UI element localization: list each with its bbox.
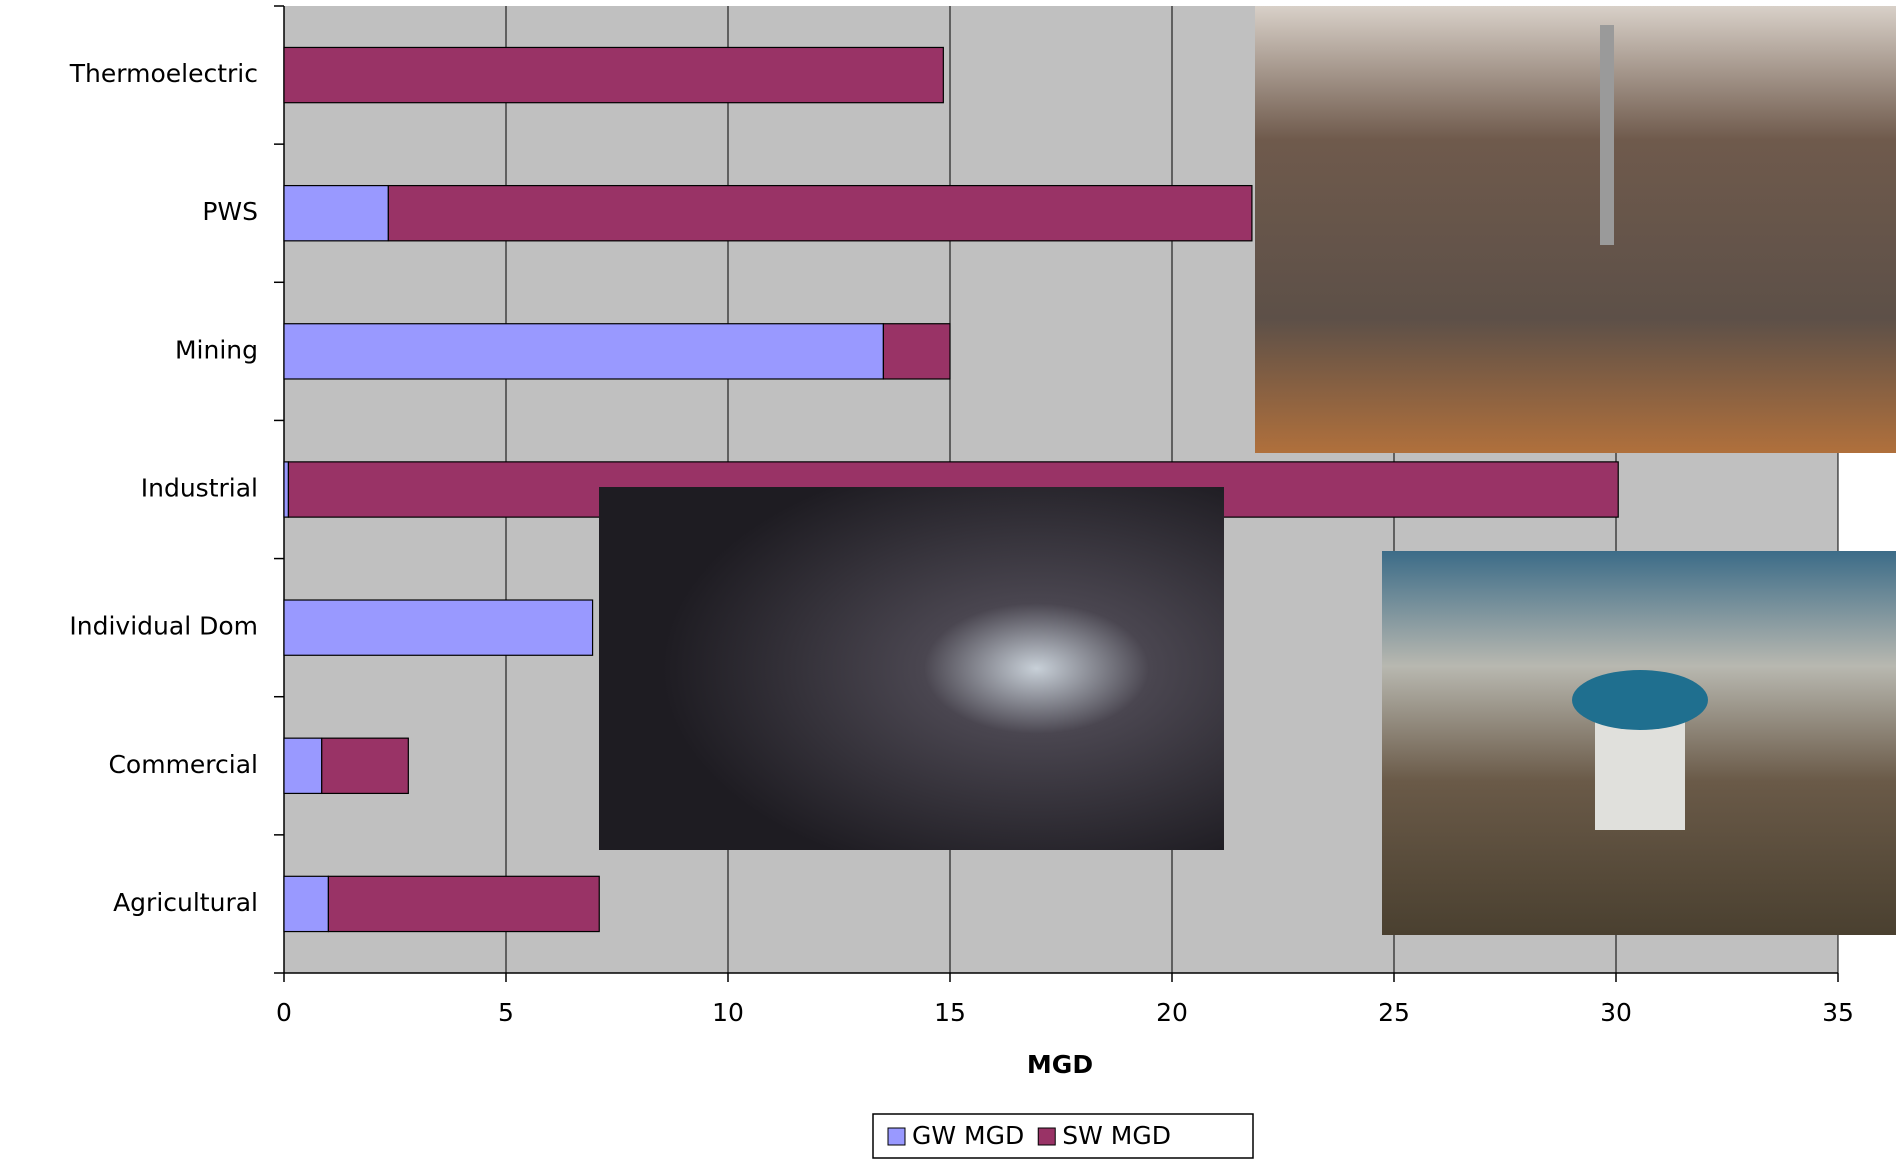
y-tick-label: Individual Dom — [69, 612, 258, 641]
legend-swatch — [887, 1127, 906, 1146]
legend-swatch — [1037, 1127, 1056, 1146]
bar-segment — [387, 184, 1253, 242]
bar-segment — [283, 323, 885, 380]
y-tick-label: Thermoelectric — [69, 59, 258, 88]
x-tick-label: 20 — [1156, 998, 1188, 1027]
photo-mine — [599, 487, 1224, 850]
x-tick-label: 10 — [712, 998, 744, 1027]
bar-segment — [882, 323, 951, 380]
y-tick-label: Commercial — [108, 750, 258, 779]
y-tick-label: PWS — [202, 197, 258, 226]
bar-segment — [283, 737, 323, 795]
bar-segment — [283, 875, 330, 933]
bar-segment — [327, 875, 600, 933]
x-tick-label: 35 — [1822, 998, 1854, 1027]
y-tick-label: Agricultural — [113, 888, 258, 917]
photo-power-plant — [1255, 6, 1896, 453]
bar-segment — [283, 599, 594, 656]
x-tick-label: 15 — [934, 998, 966, 1027]
bar-segment — [283, 184, 389, 242]
y-tick-label: Industrial — [141, 474, 258, 503]
bar-segment — [283, 461, 290, 518]
x-tick-label: 5 — [498, 998, 514, 1027]
photo-smokestack — [1600, 25, 1614, 245]
legend-label: GW MGD — [912, 1121, 1024, 1150]
y-tick-label: Mining — [175, 335, 258, 364]
legend-box — [872, 1113, 1254, 1159]
x-tick-label: 0 — [276, 998, 292, 1027]
x-axis-label: MGD — [1027, 1050, 1093, 1079]
bar-segment — [321, 737, 409, 795]
x-tick-label: 25 — [1378, 998, 1410, 1027]
bar-segment — [283, 46, 944, 104]
legend-label: SW MGD — [1062, 1121, 1171, 1150]
photo-well-cap — [1572, 670, 1708, 730]
x-tick-label: 30 — [1600, 998, 1632, 1027]
